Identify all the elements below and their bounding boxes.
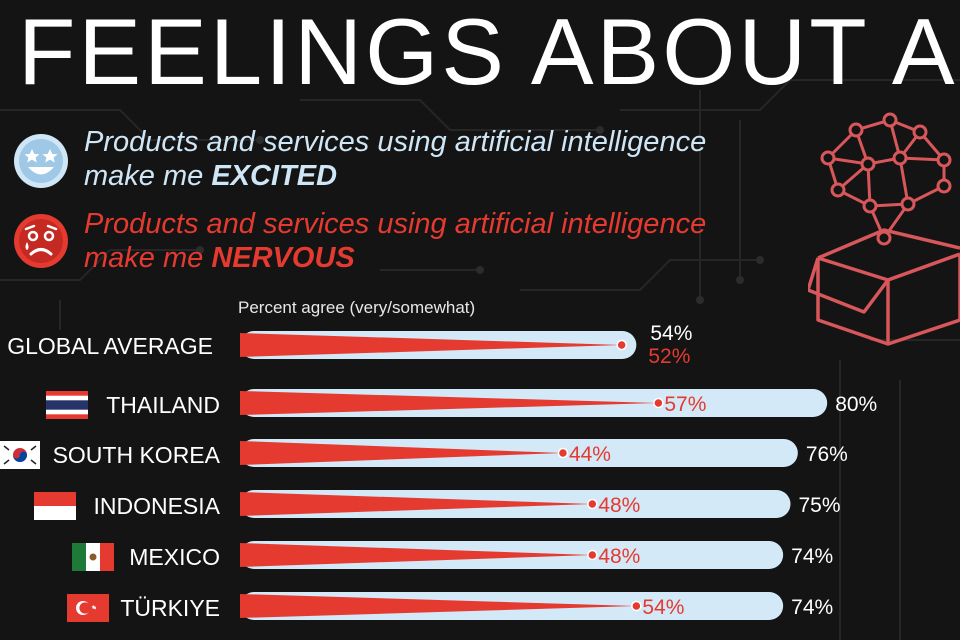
turkiye-flag: [67, 594, 109, 622]
legend-excited-prefix: make me: [84, 160, 212, 192]
nervous-point-south-korea: [557, 447, 569, 459]
nervous-point-indonesia: [587, 498, 598, 510]
category-label-turkiye: TÜRKIYE: [120, 595, 220, 621]
star-eyes-face-icon: [14, 134, 68, 188]
category-label-south-korea: SOUTH KOREA: [52, 442, 220, 468]
excited-value-label-south-korea: 76%: [806, 443, 848, 466]
excited-value-label-global-average: 54%: [650, 322, 692, 345]
legend-nervous-prefix: make me: [84, 242, 212, 274]
chart-subtitle: Percent agree (very/somewhat): [238, 298, 476, 317]
page-title: FEELINGS ABOUT AI: [18, 0, 960, 104]
excited-value-label-indonesia: 75%: [799, 494, 841, 517]
indonesia-flag: [34, 492, 76, 520]
nervous-wedge-turkiye: [240, 594, 637, 618]
excited-value-label-turkiye: 74%: [791, 596, 833, 619]
nervous-wedge-mexico: [240, 543, 593, 567]
nervous-value-label-global-average: 52%: [648, 345, 690, 368]
south-korea-flag: [0, 441, 40, 469]
nervous-value-label-mexico: 48%: [598, 545, 640, 568]
mexico-flag: [72, 543, 114, 571]
nervous-point-mexico: [587, 549, 598, 561]
brain-network-box-icon: [808, 112, 960, 346]
nervous-wedge-global-average: [240, 333, 622, 357]
category-label-thailand: THAILAND: [106, 392, 220, 418]
nervous-value-label-thailand: 57%: [664, 393, 706, 416]
thailand-flag: [46, 391, 88, 419]
category-label-global-average: GLOBAL AVERAGE: [7, 333, 213, 359]
legend-nervous: Products and services using artificial i…: [84, 207, 706, 275]
nervous-wedge-indonesia: [240, 492, 593, 516]
legend-nervous-line1: Products and services using artificial i…: [84, 208, 707, 240]
nervous-wedge-south-korea: [240, 441, 563, 465]
nervous-point-turkiye: [631, 600, 642, 612]
nervous-value-label-indonesia: 48%: [598, 494, 640, 517]
legend-excited-line1: Products and services using artificial i…: [84, 126, 707, 158]
category-label-mexico: MEXICO: [129, 544, 220, 570]
legend-nervous-emphasis: NERVOUS: [211, 242, 355, 274]
legend-excited-emphasis: EXCITED: [211, 160, 338, 192]
worried-face-icon: [14, 214, 68, 268]
nervous-point-global-average: [616, 339, 627, 351]
nervous-wedge-thailand: [240, 391, 659, 415]
nervous-point-thailand: [653, 397, 664, 409]
nervous-value-label-south-korea: 44%: [569, 443, 611, 466]
legend-excited: Products and services using artificial i…: [84, 125, 706, 193]
excited-value-label-mexico: 74%: [791, 545, 833, 568]
excited-value-label-thailand: 80%: [835, 393, 877, 416]
category-label-indonesia: INDONESIA: [93, 493, 220, 519]
nervous-value-label-turkiye: 54%: [642, 596, 684, 619]
